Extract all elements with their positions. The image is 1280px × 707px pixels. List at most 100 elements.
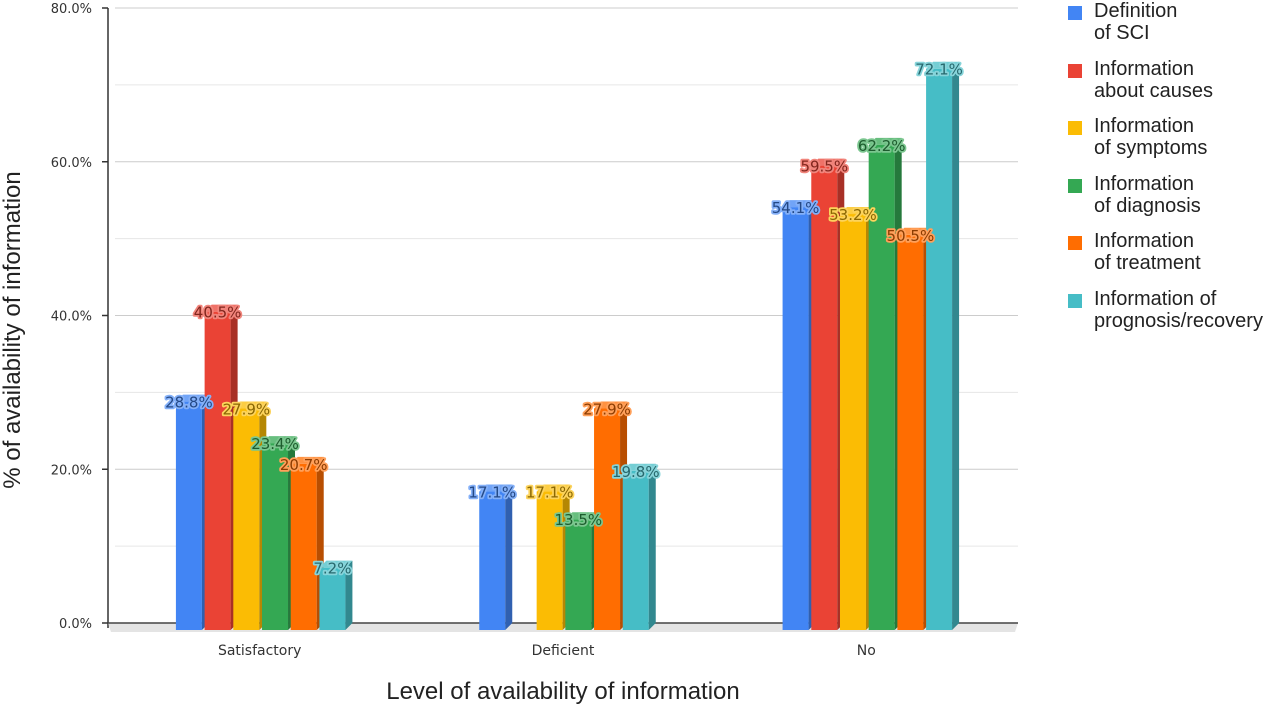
category-label: No: [857, 643, 876, 659]
bar-front: [782, 207, 809, 630]
legend-label: Information of diagnosis: [1094, 172, 1201, 217]
data-label: 27.9%: [222, 401, 270, 419]
legend-item: Information of prognosis/recovery: [1068, 288, 1280, 336]
bar: [204, 304, 238, 630]
legend-label: Information about causes: [1094, 57, 1213, 102]
bar: [926, 61, 960, 630]
data-label: 54.1%: [772, 199, 820, 217]
legend-label: Definition of SCI: [1094, 0, 1178, 44]
data-label: 62.2%: [858, 137, 906, 155]
data-labels: 28.8% 40.5% 27.9% 23.4% 20.7% 7.2% 17.1% 17.1% 1…: [163, 59, 964, 579]
bar-top: [868, 137, 902, 145]
data-label: 50.5%: [887, 227, 935, 245]
bar-side: [952, 61, 960, 630]
data-label: 17.1%: [526, 484, 574, 502]
bar: [565, 512, 599, 630]
bar-top: [479, 484, 513, 492]
bar-front: [479, 491, 506, 630]
bar: [622, 463, 656, 630]
legend-label: Information of prognosis/recovery: [1094, 288, 1263, 332]
bar-front: [811, 165, 838, 630]
bar: [262, 436, 296, 630]
bars: [175, 61, 960, 630]
bar-front: [594, 408, 621, 630]
legend-label: Information of symptoms: [1094, 115, 1208, 160]
y-tick-label: 0.0%: [59, 617, 92, 632]
bar-top: [565, 512, 599, 520]
bar: [175, 394, 209, 630]
bar-top: [622, 463, 656, 471]
legend-item: Information of treatment: [1068, 230, 1280, 278]
legend-swatch: [1068, 121, 1082, 136]
bar-front: [897, 234, 924, 630]
bar-top: [262, 436, 296, 444]
bar: [536, 484, 570, 630]
bar-front: [536, 491, 563, 630]
bar-front: [565, 519, 592, 630]
data-label: 27.9%: [583, 401, 631, 419]
data-label: 13.5%: [555, 511, 603, 529]
bar-front: [622, 470, 649, 630]
legend-swatch: [1068, 294, 1082, 308]
bar-front: [839, 214, 866, 630]
y-tick-label: 20.0%: [51, 463, 92, 478]
data-label: 20.7%: [280, 456, 328, 474]
data-label: 40.5%: [194, 304, 242, 322]
data-label: 72.1%: [915, 61, 963, 79]
y-tick-label: 80.0%: [51, 2, 92, 17]
bar: [811, 158, 845, 630]
data-label: 59.5%: [800, 158, 848, 176]
bar-side: [505, 484, 513, 630]
legend-item: Definition of SCI: [1068, 0, 1280, 48]
bar: [290, 456, 324, 630]
bar-top: [290, 456, 324, 464]
bar-top: [782, 200, 816, 208]
category-label: Satisfactory: [218, 643, 301, 659]
bar-top: [175, 394, 209, 402]
data-label: 28.8%: [165, 394, 213, 412]
bar-front: [204, 311, 231, 630]
bar-front: [926, 68, 953, 630]
bar-front: [319, 567, 346, 630]
bar-top: [594, 401, 628, 409]
data-label: 19.8%: [612, 463, 660, 481]
bar: [319, 560, 353, 630]
y-tick-label: 60.0%: [51, 156, 92, 171]
bar-top: [811, 158, 845, 166]
legend-swatch: [1068, 63, 1082, 78]
bar-side: [345, 560, 353, 630]
bar-top: [839, 207, 873, 215]
category-labels: Satisfactory Deficient No: [218, 643, 876, 659]
data-label: 23.4%: [251, 435, 299, 453]
bar-top: [926, 61, 960, 69]
y-axis-ticks: 0.0% 20.0% 40.0% 60.0% 80.0%: [51, 2, 109, 632]
bar-top: [233, 401, 267, 409]
bar: [479, 484, 513, 630]
legend-item: Information of symptoms: [1068, 115, 1280, 163]
bar: [782, 200, 816, 630]
legend-item: Information about causes: [1068, 58, 1280, 106]
legend-swatch: [1068, 6, 1082, 20]
legend-item: Information of diagnosis: [1068, 173, 1280, 221]
bar-top: [897, 227, 931, 235]
bar-front: [290, 463, 317, 630]
y-axis-title: % of availability of information: [0, 171, 26, 488]
bar-front: [262, 443, 289, 630]
bar-front: [233, 408, 260, 630]
legend-label: Information of treatment: [1094, 230, 1201, 275]
data-label: 17.1%: [468, 484, 516, 502]
bar-top: [319, 560, 353, 568]
legend-swatch: [1068, 236, 1082, 251]
bar-front: [868, 144, 895, 630]
bar-top: [536, 484, 570, 492]
bar: [897, 227, 931, 630]
bar-top: [204, 304, 238, 312]
bar: [839, 207, 873, 630]
bar-front: [175, 401, 202, 630]
x-axis-title: Level of availability of information: [386, 678, 740, 705]
legend-swatch: [1068, 178, 1082, 193]
data-label: 7.2%: [313, 560, 351, 578]
y-tick-label: 40.0%: [51, 310, 92, 325]
bar-side: [648, 463, 656, 630]
